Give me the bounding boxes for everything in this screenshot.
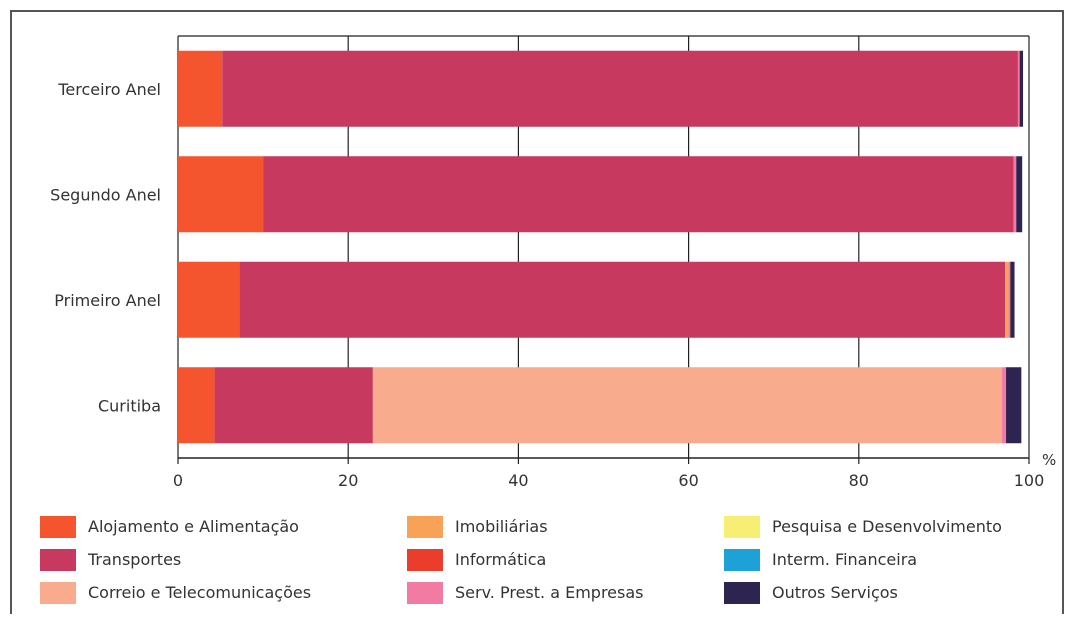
legend-item: Transportes (40, 543, 407, 576)
figure-frame-left (10, 10, 12, 614)
legend-item: Correio e Telecomunicações (40, 576, 407, 609)
legend-label: Imobiliárias (455, 517, 548, 536)
bar-segment-alojamento-e-alimentacao (178, 261, 240, 338)
bar-segment-serv-prest-a-empresas (1008, 261, 1011, 338)
legend-swatch (40, 515, 76, 538)
x-axis-unit-label: % (1042, 451, 1056, 469)
legend-item: Pesquisa e Desenvolvimento (724, 510, 1050, 543)
category-label: Terceiro Anel (57, 80, 161, 99)
bar-segment-imobiliarias (1005, 261, 1009, 338)
x-tick-label: 80 (849, 471, 869, 490)
category-label: Curitiba (98, 396, 161, 415)
bar-segment-transportes (239, 261, 1006, 338)
legend-label: Alojamento e Alimentação (88, 517, 299, 536)
bar-segment-transportes (263, 156, 1014, 233)
category-label: Segundo Anel (50, 185, 161, 204)
bar-segment-outros-servicos (1006, 367, 1022, 444)
bar-segment-serv-prest-a-empresas (1001, 367, 1007, 444)
legend-item: Outros Serviços (724, 576, 1050, 609)
bar-segment-serv-prest-a-empresas (1013, 156, 1017, 233)
x-tick-label: 0 (173, 471, 183, 490)
legend-swatch (407, 581, 443, 604)
figure-frame-top (10, 10, 1064, 12)
legend-swatch (724, 581, 760, 604)
bar-segment-serv-prest-a-empresas (1017, 50, 1020, 127)
legend-swatch (407, 548, 443, 571)
bar-segment-correio-e-telecomunicacoes (372, 367, 1002, 444)
figure-frame-right (1062, 10, 1064, 614)
legend-item: Informática (407, 543, 724, 576)
x-tick-label: 20 (338, 471, 358, 490)
legend-item: Imobiliárias (407, 510, 724, 543)
legend-swatch (40, 548, 76, 571)
bar-segment-alojamento-e-alimentacao (178, 156, 264, 233)
legend-swatch (724, 548, 760, 571)
legend-label: Informática (455, 550, 547, 569)
x-tick-label: 60 (678, 471, 698, 490)
legend-label: Pesquisa e Desenvolvimento (772, 517, 1002, 536)
legend-label: Outros Serviços (772, 583, 898, 602)
bar-segment-outros-servicos (1010, 261, 1015, 338)
bar-segment-transportes (214, 367, 373, 444)
legend-label: Transportes (88, 550, 182, 569)
legend-label: Serv. Prest. a Empresas (455, 583, 644, 602)
legend-label: Correio e Telecomunicações (88, 583, 312, 602)
bar-segment-outros-servicos (1016, 156, 1023, 233)
bar-segment-alojamento-e-alimentacao (178, 50, 223, 127)
legend-swatch (407, 515, 443, 538)
x-tick-label: 40 (508, 471, 528, 490)
bar-segment-alojamento-e-alimentacao (178, 367, 215, 444)
legend-swatch (40, 581, 76, 604)
legend-label: Interm. Financeira (772, 550, 918, 569)
chart-legend: Alojamento e Alimentação Transportes Corre… (40, 510, 1050, 610)
legend-swatch (724, 515, 760, 538)
category-label: Primeiro Anel (54, 291, 161, 310)
bar-segment-transportes (222, 50, 1018, 127)
legend-item: Alojamento e Alimentação (40, 510, 407, 543)
stacked-bar-chart: Terceiro Anel Segundo Anel Primeiro Anel Cu… (50, 35, 1056, 490)
legend-item: Serv. Prest. a Empresas (407, 576, 724, 609)
bar-segment-outros-servicos (1019, 50, 1024, 127)
legend-item: Interm. Financeira (724, 543, 1050, 576)
x-tick-label: 100 (1014, 471, 1045, 490)
